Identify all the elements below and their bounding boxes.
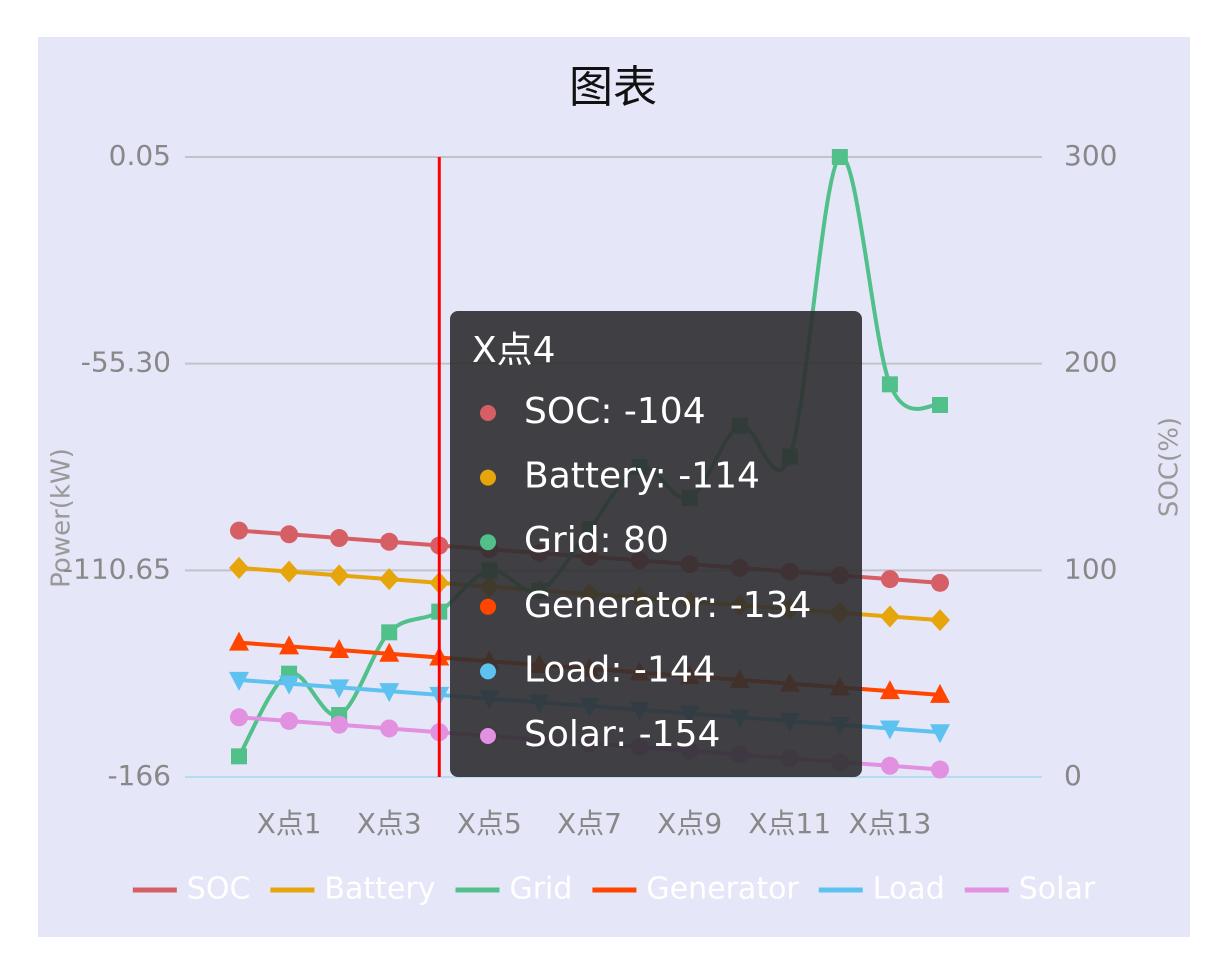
tooltip-dot <box>480 598 496 615</box>
y2-tick-label: 100 <box>1064 552 1117 585</box>
tooltip-box <box>450 311 862 777</box>
tooltip-item: Load: -144 <box>524 649 716 690</box>
legend-label: Solar <box>1019 872 1096 907</box>
y2-tick-label: 300 <box>1064 139 1117 172</box>
y-tick-label: -166 <box>107 759 171 792</box>
tooltip-item: Generator: -134 <box>524 585 811 626</box>
point <box>329 564 350 587</box>
point <box>879 720 900 740</box>
point <box>379 683 400 703</box>
y-axis-label: Power(kW) <box>47 448 77 588</box>
x-tick-label: X点1 <box>257 807 322 840</box>
x-tick-label: X点3 <box>357 807 422 840</box>
chart-title: 图表 <box>569 62 657 113</box>
point <box>279 635 300 655</box>
point <box>932 397 948 413</box>
point <box>329 639 350 659</box>
tooltip-item: Solar: -154 <box>524 714 720 755</box>
y-tick-label: -110.65 <box>63 552 171 585</box>
point <box>931 573 949 592</box>
x-tick-label: X点5 <box>457 807 522 840</box>
point <box>229 631 249 651</box>
point <box>881 376 898 393</box>
point <box>379 642 400 662</box>
x-tick-label: X点9 <box>657 807 722 840</box>
tooltip-dot <box>480 534 496 551</box>
point <box>329 679 350 699</box>
point <box>231 748 247 765</box>
point <box>931 760 949 779</box>
tooltip-dot <box>480 469 496 486</box>
point <box>280 711 299 730</box>
point <box>230 521 248 540</box>
y2-tick-label: 200 <box>1064 346 1117 379</box>
point <box>230 708 248 727</box>
tooltip-item: SOC: -104 <box>524 391 706 432</box>
point <box>930 609 950 632</box>
tooltip-dot <box>480 728 496 744</box>
point <box>229 671 249 691</box>
point <box>381 624 398 641</box>
point <box>379 568 400 591</box>
point <box>930 724 950 744</box>
point <box>380 719 399 738</box>
y2-axis-label: SOC(%) <box>1155 417 1185 517</box>
point <box>831 149 848 165</box>
point <box>930 683 950 703</box>
point <box>879 680 900 700</box>
tooltip-item: Grid: 80 <box>524 520 669 561</box>
point <box>380 532 399 551</box>
tooltip-item: Battery: -114 <box>524 456 760 497</box>
point <box>279 675 300 695</box>
point <box>330 529 349 548</box>
y2-tick-label: 0 <box>1064 759 1082 792</box>
y-tick-label: 0.05 <box>109 139 171 172</box>
x-tick-label: X点13 <box>849 807 932 840</box>
tooltip-title: X点4 <box>472 330 556 371</box>
point <box>880 756 899 775</box>
point <box>879 605 900 628</box>
y-tick-label: -55.30 <box>81 346 171 379</box>
point <box>280 525 299 544</box>
x-tick-label: X点7 <box>557 807 622 840</box>
legend-label: Battery <box>324 872 435 907</box>
tooltip-dot <box>480 405 496 421</box>
x-tick-label: X点11 <box>748 807 831 840</box>
legend-label: SOC <box>187 872 251 907</box>
legend-label: Generator <box>646 872 799 907</box>
tooltip-dot <box>480 663 496 680</box>
point <box>279 560 300 583</box>
legend-label: Grid <box>509 872 572 907</box>
tooltip: X点4 SOC: -104 Battery: -114 Grid: 80 Generat… <box>450 311 862 777</box>
point <box>229 556 249 579</box>
legend-label: Load <box>873 872 945 907</box>
point <box>880 570 899 589</box>
point <box>330 715 349 734</box>
